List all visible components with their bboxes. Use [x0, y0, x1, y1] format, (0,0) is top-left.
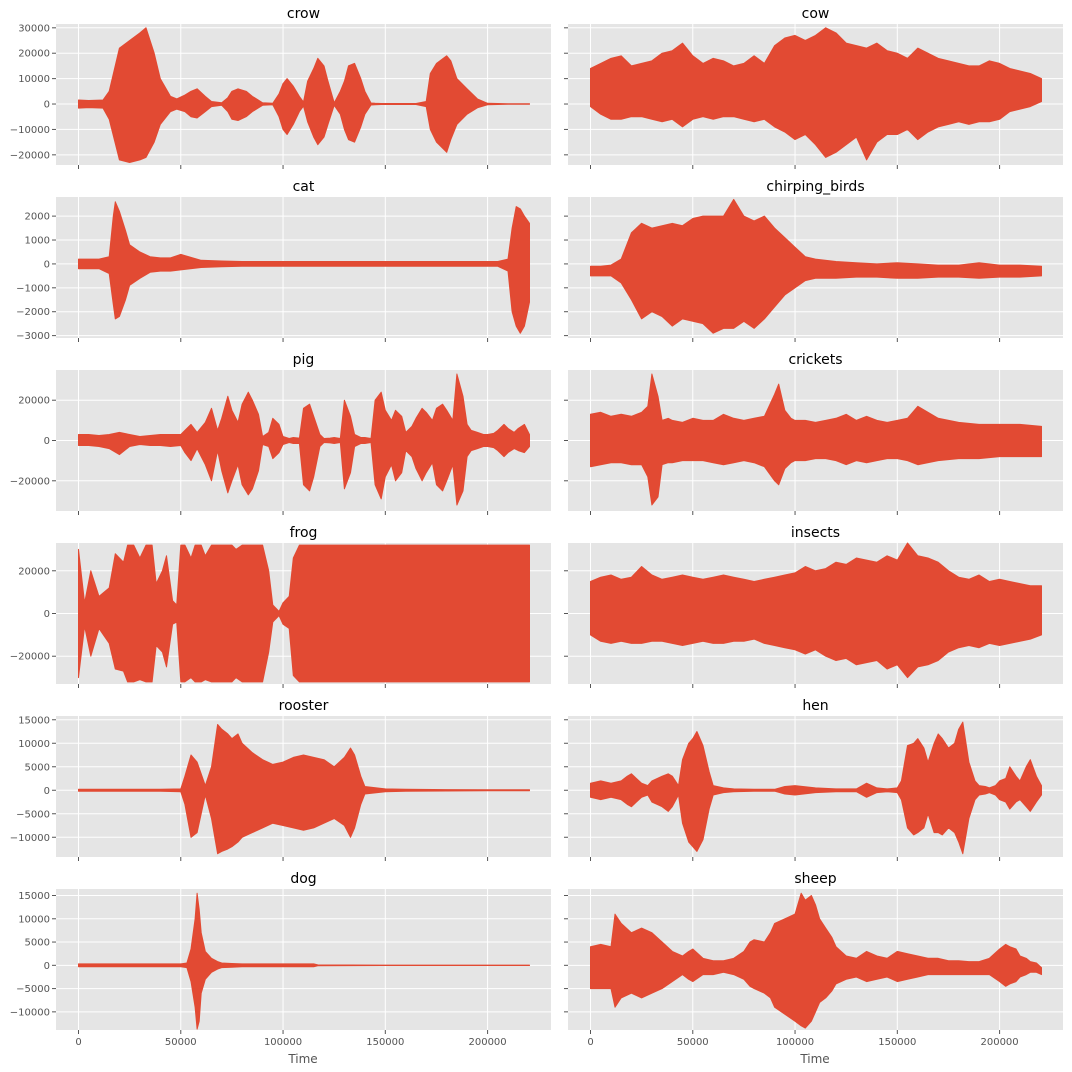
- waveform-series: [78, 373, 530, 506]
- x-tick-label: 0: [75, 1037, 81, 1048]
- subplot-title: cat: [293, 179, 315, 195]
- waveform-series: [590, 892, 1042, 1029]
- y-tick-label: 20000: [18, 566, 50, 577]
- subplot-cat: −3000 −2000 −1000 0 1000 2000 cat: [16, 179, 551, 342]
- subplot-dog: 0 50000 100000 150000 200000 −10000 −5000 0 5000…: [10, 871, 551, 1048]
- subplot-chirping-birds: chirping_birds: [564, 179, 1063, 342]
- y-tick-label: 0: [44, 259, 50, 270]
- y-tick-label: 10000: [18, 74, 50, 85]
- x-tick-label: 100000: [776, 1037, 814, 1048]
- x-tick-label: 150000: [366, 1037, 404, 1048]
- x-tick-label: 50000: [677, 1037, 709, 1048]
- waveform-series: [78, 201, 530, 334]
- y-tick-label: 5000: [25, 762, 50, 773]
- y-tick-label: 15000: [18, 891, 50, 902]
- y-tick-label: 0: [44, 961, 50, 972]
- subplot-title: sheep: [794, 871, 836, 887]
- subplot-frog: −20000 0 20000 frog: [10, 525, 551, 688]
- y-tick-label: −20000: [10, 150, 50, 161]
- waveform-series: [78, 544, 530, 683]
- y-tick-label: 0: [44, 100, 50, 111]
- y-tick-label: −3000: [16, 331, 50, 342]
- subplot-hen: hen: [564, 698, 1063, 861]
- subplot-title: rooster: [279, 698, 329, 714]
- subplot-sheep: 0 50000 100000 150000 200000 sheep: [564, 871, 1063, 1048]
- waveform-series: [78, 892, 530, 1030]
- waveform-series: [590, 198, 1042, 334]
- y-tick-label: −5000: [16, 809, 50, 820]
- y-tick-label: 1000: [25, 236, 50, 247]
- subplot-crickets: crickets: [564, 352, 1063, 515]
- y-tick-label: −10000: [10, 833, 50, 844]
- plot-area: [56, 889, 551, 1030]
- y-tick-label: 0: [44, 786, 50, 797]
- y-tick-label: −10000: [10, 125, 50, 136]
- y-tick-label: 0: [44, 436, 50, 447]
- subplot-pig: −20000 0 20000 pig: [10, 352, 551, 515]
- y-tick-label: 15000: [18, 715, 50, 726]
- subplot-crow: −20000 −10000 0 10000 20000 30000 crow: [10, 6, 551, 169]
- subplot-title: crickets: [788, 352, 842, 368]
- waveform-series: [590, 721, 1042, 855]
- y-tick-label: −1000: [16, 283, 50, 294]
- y-tick-label: −20000: [10, 476, 50, 487]
- y-tick-label: 0: [44, 609, 50, 620]
- subplot-title: insects: [791, 525, 840, 541]
- subplot-rooster: −10000 −5000 0 5000 10000 15000 rooster: [10, 698, 551, 861]
- y-tick-label: 10000: [18, 914, 50, 925]
- subplot-title: cow: [802, 6, 830, 22]
- subplot-title: hen: [802, 698, 828, 714]
- waveform-series: [78, 27, 530, 163]
- y-tick-label: 2000: [25, 212, 50, 223]
- waveform-series: [590, 373, 1042, 506]
- waveform-series: [590, 27, 1042, 161]
- y-tick-label: 30000: [18, 23, 50, 34]
- x-tick-label: 50000: [165, 1037, 197, 1048]
- subplot-title: dog: [290, 871, 316, 887]
- subplot-title: crow: [287, 6, 320, 22]
- subplot-cow: cow: [564, 6, 1063, 169]
- waveform-series: [78, 724, 530, 855]
- waveform-series: [590, 542, 1042, 679]
- subplot-title: frog: [290, 525, 318, 541]
- subplot-title: pig: [293, 352, 315, 368]
- subplot-title: chirping_birds: [766, 179, 864, 195]
- x-tick-label: 200000: [980, 1037, 1018, 1048]
- x-tick-label: 200000: [468, 1037, 506, 1048]
- x-axis-label-left: Time: [287, 1052, 317, 1066]
- y-tick-label: −10000: [10, 1007, 50, 1018]
- y-tick-label: −2000: [16, 307, 50, 318]
- x-tick-label: 100000: [264, 1037, 302, 1048]
- y-tick-label: 10000: [18, 739, 50, 750]
- y-tick-label: 20000: [18, 49, 50, 60]
- y-tick-label: −20000: [10, 652, 50, 663]
- x-tick-label: 0: [587, 1037, 593, 1048]
- y-tick-label: −5000: [16, 984, 50, 995]
- x-tick-label: 150000: [878, 1037, 916, 1048]
- subplot-insects: insects: [564, 525, 1063, 688]
- y-tick-label: 5000: [25, 938, 50, 949]
- y-tick-label: 20000: [18, 396, 50, 407]
- x-axis-label-right: Time: [799, 1052, 829, 1066]
